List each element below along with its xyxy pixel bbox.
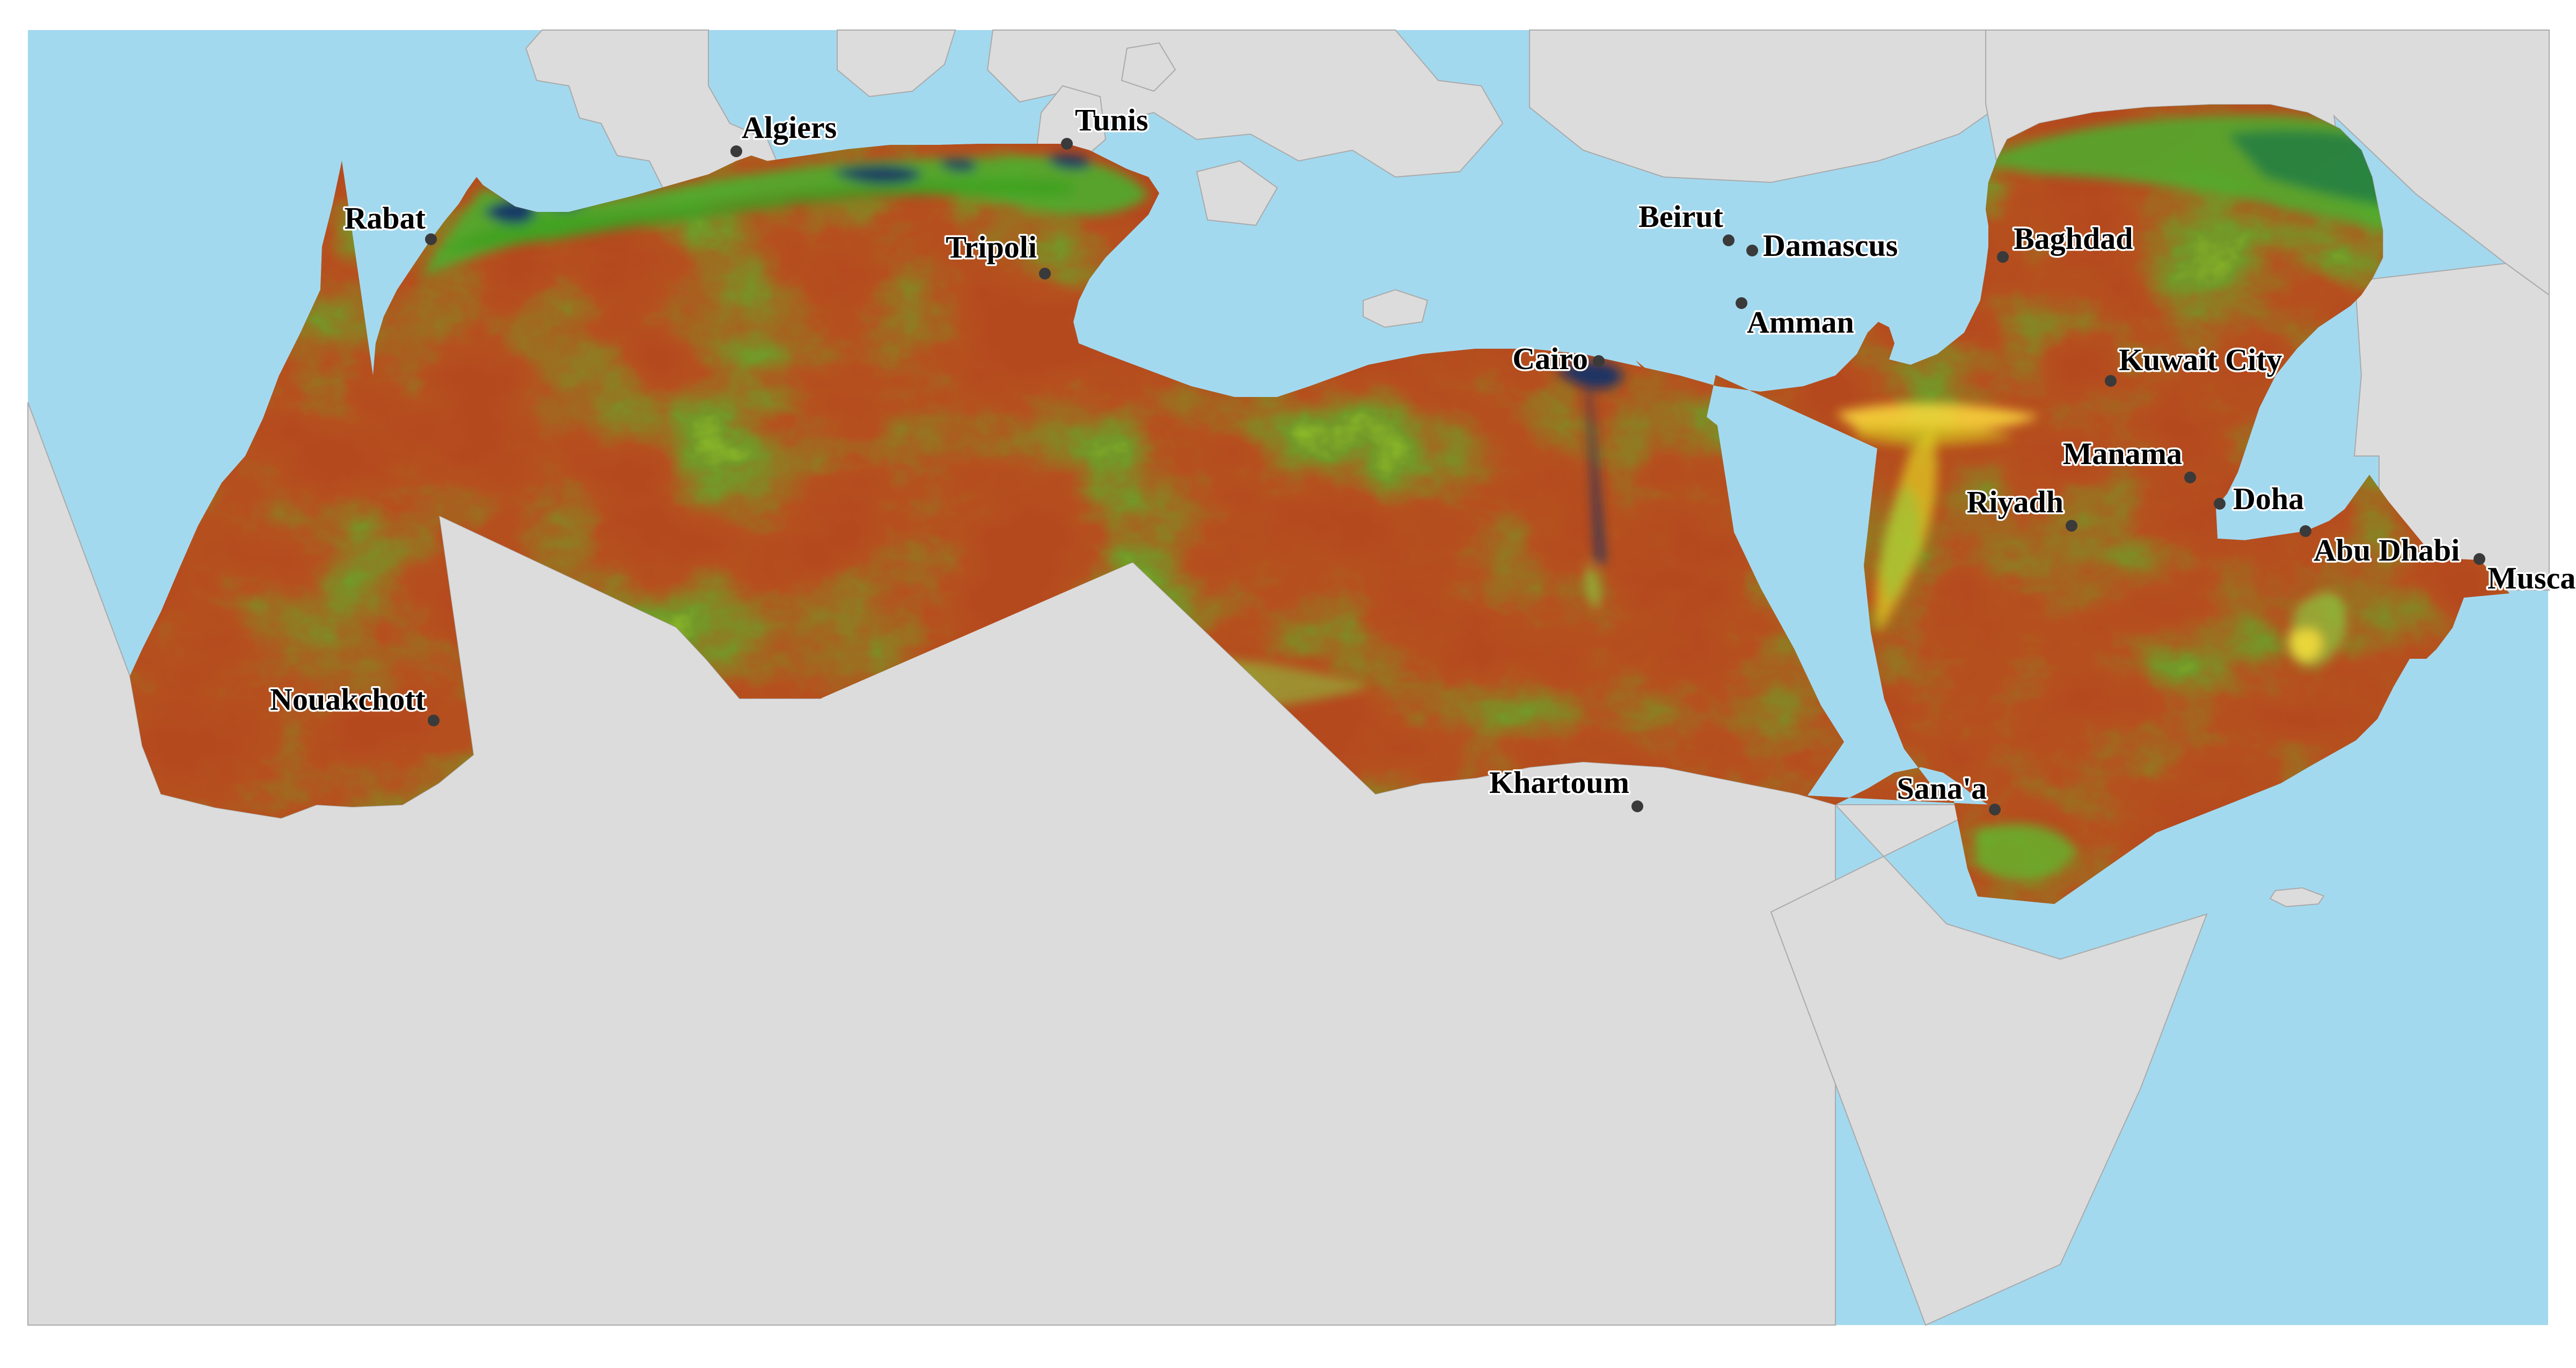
svg-text:Rabat: Rabat	[345, 201, 426, 236]
svg-text:Riyadh: Riyadh	[1966, 484, 2063, 519]
svg-text:Amman: Amman	[1747, 305, 1854, 340]
svg-text:Algiers: Algiers	[742, 110, 837, 145]
svg-text:Damascus: Damascus	[1763, 228, 1898, 263]
svg-text:Abu Dhabi: Abu Dhabi	[2314, 533, 2460, 568]
svg-text:Tripoli: Tripoli	[946, 230, 1037, 264]
svg-text:Nouakchott: Nouakchott	[270, 682, 426, 717]
svg-text:Tunis: Tunis	[1075, 102, 1148, 137]
svg-text:Kuwait City: Kuwait City	[2119, 342, 2282, 377]
svg-text:Manama: Manama	[2063, 436, 2182, 471]
svg-text:Baghdad: Baghdad	[2014, 221, 2133, 256]
svg-text:Khartoum: Khartoum	[1489, 765, 1629, 800]
svg-text:Doha: Doha	[2233, 481, 2304, 516]
svg-text:Cairo: Cairo	[1512, 341, 1588, 376]
svg-text:Beirut: Beirut	[1638, 199, 1724, 234]
svg-text:Muscat: Muscat	[2487, 561, 2576, 595]
svg-text:Sana'a: Sana'a	[1897, 771, 1987, 806]
